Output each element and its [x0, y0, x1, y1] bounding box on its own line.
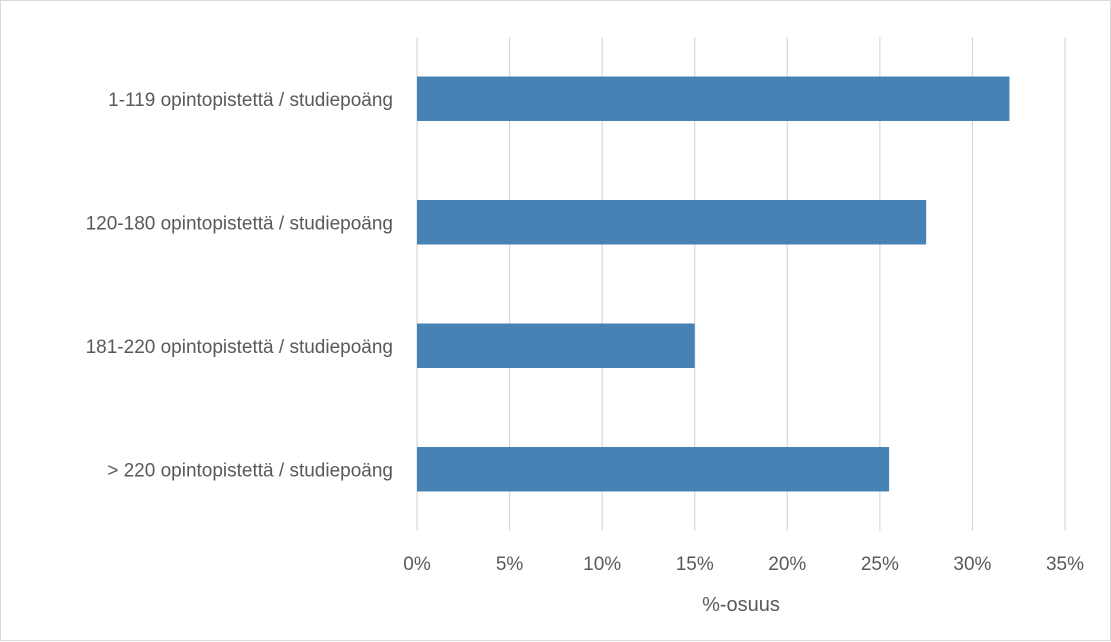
x-tick-label: 30% [953, 554, 991, 575]
category-label: 1-119 opintopistettä / studiepoäng [108, 90, 393, 111]
x-tick-labels: 0% 5% 10% 15% 20% 25% 30% 35% [403, 554, 1084, 575]
bar [417, 200, 927, 245]
category-labels: 1-119 opintopistettä / studiepoäng 120-18… [86, 90, 393, 482]
x-tick-label: 15% [676, 554, 714, 575]
x-tick-label: 35% [1046, 554, 1084, 575]
category-label: 120-180 opintopistettä / studiepoäng [86, 213, 393, 234]
x-tick-label: 25% [861, 554, 899, 575]
category-label: 181-220 opintopistettä / studiepoäng [86, 337, 393, 358]
x-tick-label: 20% [768, 554, 806, 575]
x-axis-title: %-osuus [702, 594, 780, 616]
x-tick-label: 10% [583, 554, 621, 575]
x-tick-label: 5% [496, 554, 524, 575]
bar [417, 323, 695, 368]
category-label: > 220 opintopistettä / studiepoäng [107, 460, 393, 481]
x-tick-label: 0% [403, 554, 431, 575]
bars [417, 76, 1010, 492]
bar [417, 447, 890, 492]
bar [417, 76, 1010, 121]
